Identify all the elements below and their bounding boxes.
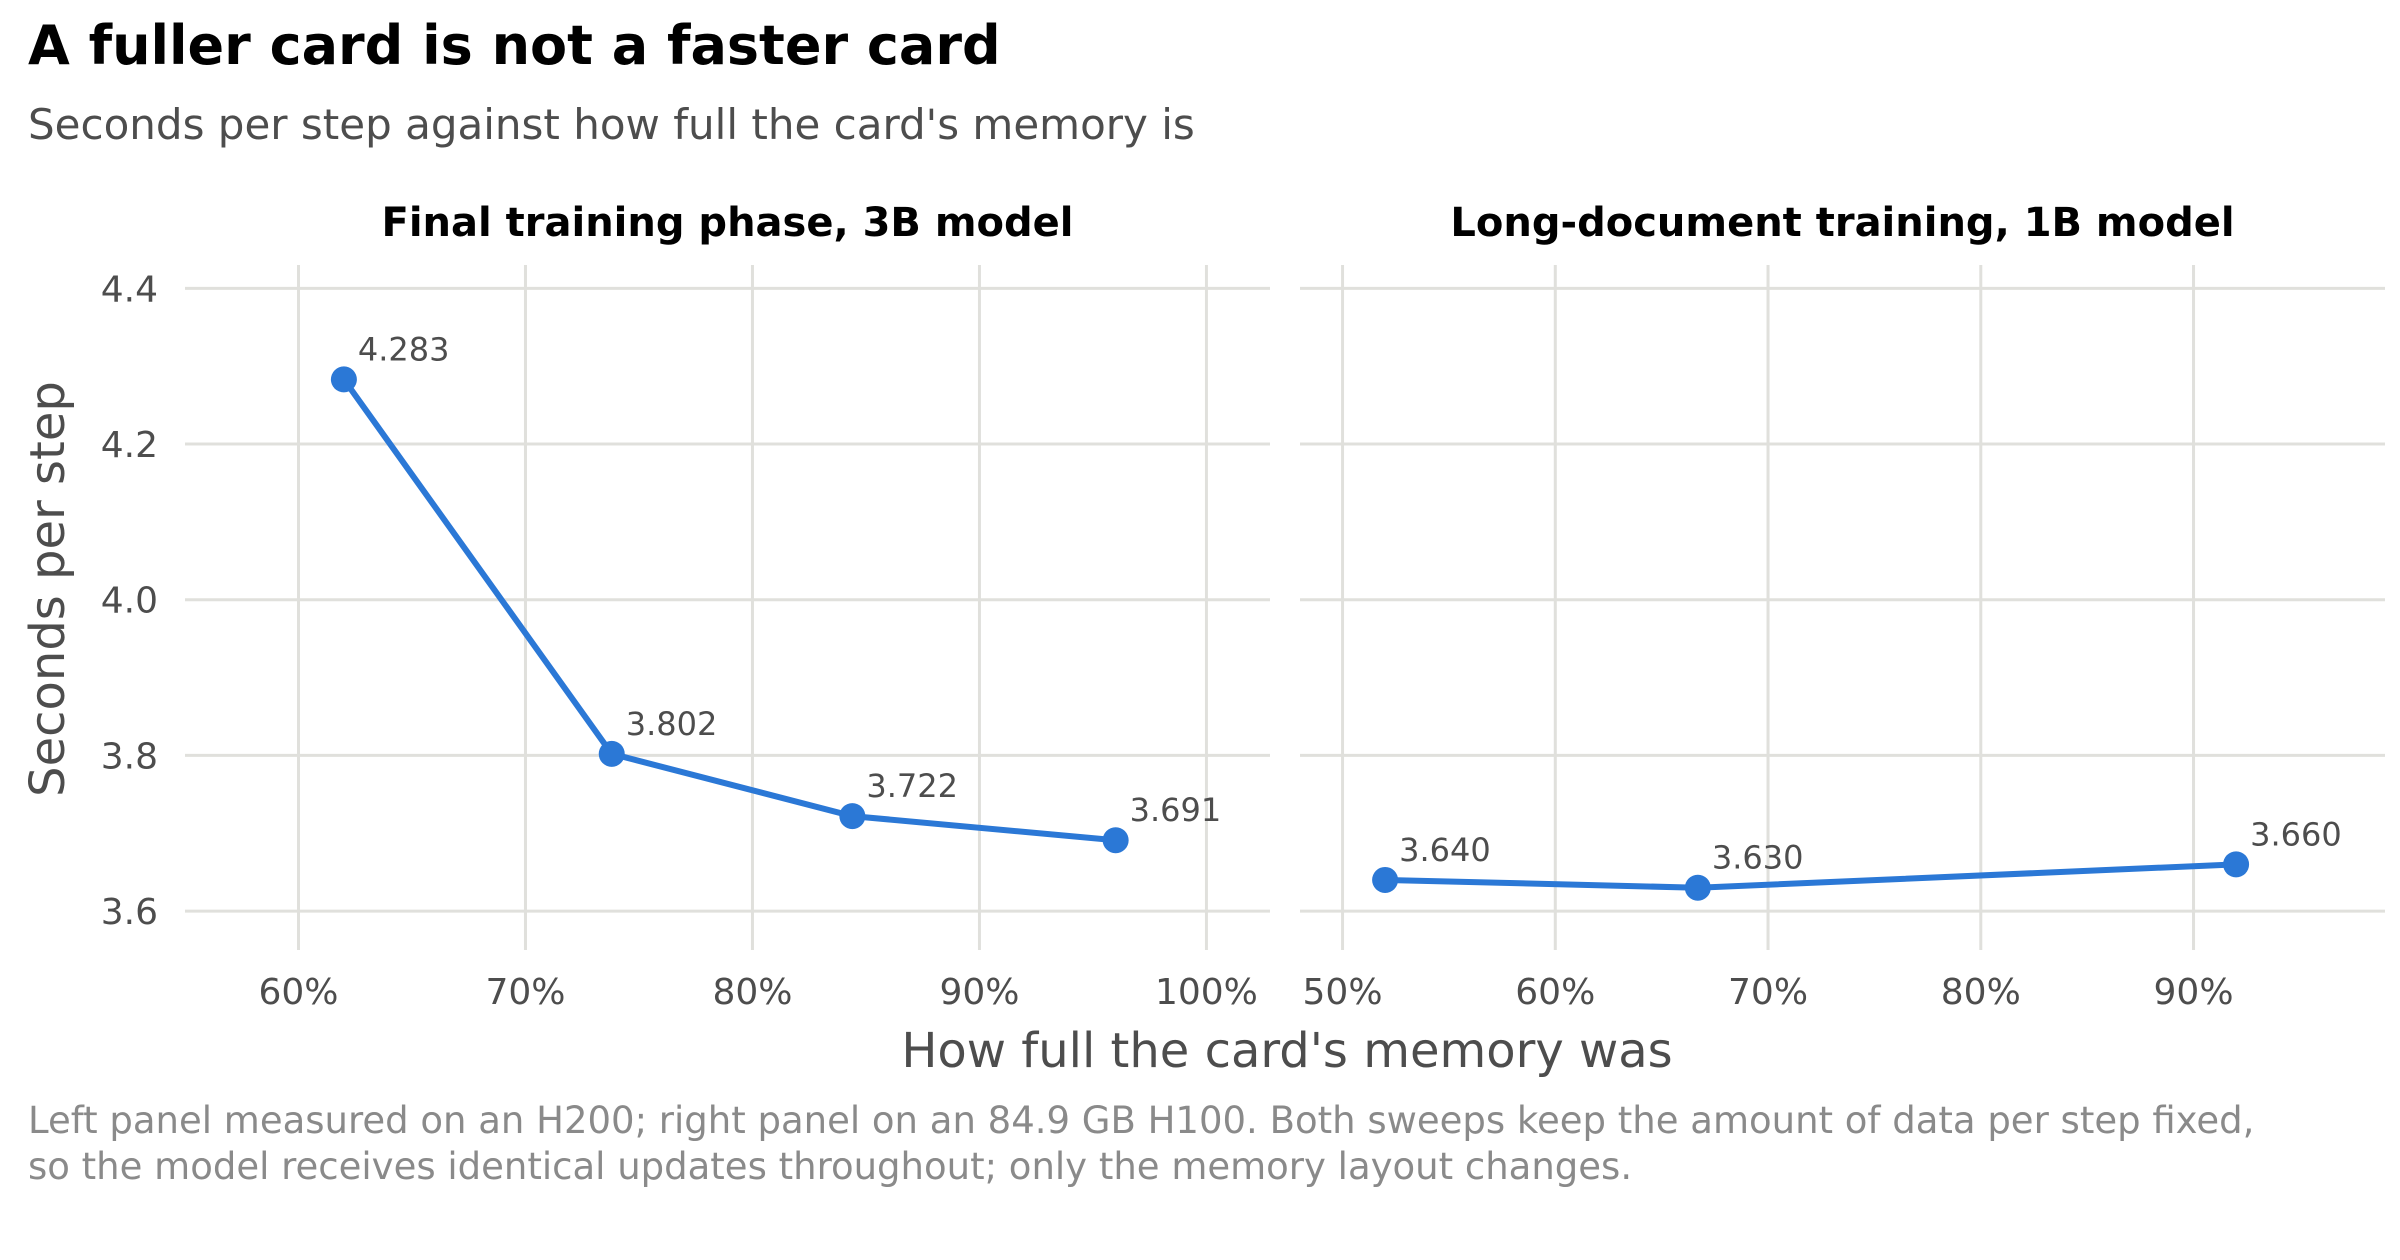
x-tick-label: 90% — [939, 972, 1019, 1013]
data-point — [839, 803, 866, 830]
x-tick-label: 80% — [1941, 972, 2021, 1013]
data-point — [1372, 866, 1399, 893]
x-tick-label: 60% — [258, 972, 338, 1013]
x-tick-label: 60% — [1515, 972, 1595, 1013]
chart-title: A fuller card is not a faster card — [28, 14, 1001, 77]
data-label: 3.722 — [866, 767, 958, 805]
x-tick-label: 70% — [1728, 972, 1808, 1013]
chart-subtitle: Seconds per step against how full the ca… — [28, 100, 1195, 149]
data-label: 3.630 — [1712, 839, 1804, 877]
y-tick-label: 4.0 — [101, 581, 158, 622]
data-point — [598, 740, 625, 767]
panels-layer: Final training phase, 3B model 60% 70% 80% 9… — [101, 200, 2385, 1013]
data-point — [1102, 827, 1129, 854]
data-label: 4.283 — [358, 330, 450, 368]
y-tick-label: 4.4 — [101, 269, 158, 310]
series-line — [341, 377, 1116, 844]
x-axis-label: How full the card's memory was — [901, 1023, 1672, 1079]
chart-canvas: Final training phase, 3B model 60% 70% 80% 9… — [20, 200, 2385, 1079]
y-tick-label: 3.6 — [101, 892, 158, 933]
chart-caption: Left panel measured on an H200; right pa… — [28, 1099, 2255, 1188]
x-tick-label: 70% — [485, 972, 565, 1013]
data-label: 3.802 — [626, 705, 718, 743]
y-tick-label: 3.8 — [101, 736, 158, 777]
x-tick-label: 90% — [2154, 972, 2234, 1013]
panel-title: Final training phase, 3B model — [382, 200, 1074, 246]
x-tick-label: 50% — [1303, 972, 1383, 1013]
series-line — [1385, 861, 2237, 891]
x-tick-label: 100% — [1155, 972, 1258, 1013]
panel-1: Final training phase, 3B model 60% 70% 80% 9… — [101, 200, 1270, 1013]
data-label: 3.660 — [2250, 815, 2342, 853]
panel-2: Long-document training, 1B model 50% 60% 70… — [1300, 200, 2385, 1013]
data-point — [330, 366, 357, 393]
x-tick-label: 80% — [712, 972, 792, 1013]
panel-title: Long-document training, 1B model — [1450, 200, 2234, 246]
data-point — [2223, 851, 2250, 878]
data-label: 3.640 — [1399, 831, 1491, 869]
data-label: 3.691 — [1130, 791, 1222, 829]
y-tick-label: 4.2 — [101, 425, 158, 466]
data-point — [1684, 874, 1711, 901]
y-axis-label: Seconds per step — [20, 381, 76, 797]
